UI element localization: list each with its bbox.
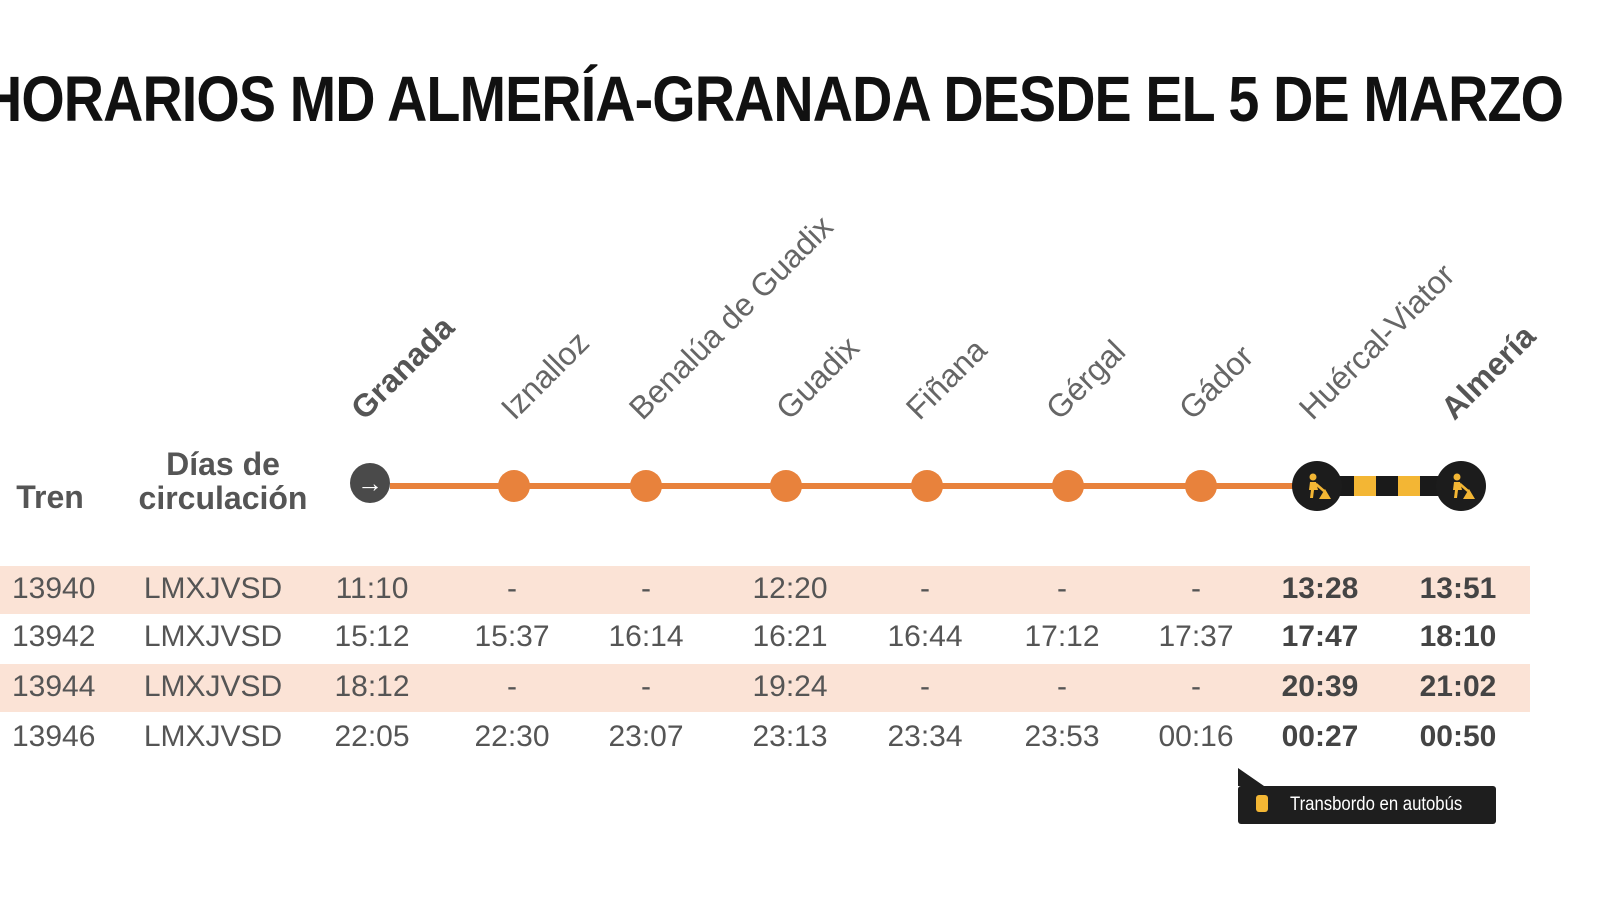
time-cell: - — [507, 670, 517, 703]
time-cell: 22:30 — [474, 720, 550, 753]
roadworks-icon — [1292, 461, 1342, 511]
time-cell: 15:12 — [334, 620, 410, 653]
time-cell: - — [1191, 572, 1201, 605]
time-cell: - — [920, 572, 930, 605]
station-dot-benalua — [630, 470, 662, 502]
time-cell: - — [1191, 670, 1201, 703]
row-highlight — [0, 566, 1530, 614]
station-dot-iznalloz — [498, 470, 530, 502]
time-cell: - — [641, 572, 651, 605]
station-dot-gador — [1185, 470, 1217, 502]
time-cell: - — [1057, 572, 1067, 605]
time-cell: 23:07 — [608, 720, 684, 753]
station-dot-guadix — [770, 470, 802, 502]
time-cell: 22:05 — [334, 720, 410, 753]
time-cell: 16:44 — [887, 620, 963, 653]
time-cell: 00:27 — [1281, 720, 1359, 753]
time-cell: 12:20 — [752, 572, 828, 605]
time-cell: 11:10 — [335, 572, 409, 605]
time-cell: 13:28 — [1281, 572, 1359, 605]
time-cell: 20:39 — [1281, 670, 1359, 703]
header-days: Días de circulación — [128, 447, 318, 515]
station-label-gergal: Gérgal — [1038, 332, 1133, 427]
time-cell: - — [920, 670, 930, 703]
time-cell: 00:50 — [1419, 720, 1497, 753]
bus-transfer-segment — [1310, 476, 1455, 496]
row-highlight — [0, 664, 1530, 712]
train-number: 13940 — [12, 572, 96, 605]
bus-transfer-legend: Transbordo en autobús — [1238, 768, 1496, 824]
time-cell: - — [507, 572, 517, 605]
circulation-days: LMXJVSD — [143, 572, 283, 605]
time-cell: 23:53 — [1024, 720, 1100, 753]
time-cell: 21:02 — [1419, 670, 1497, 703]
time-cell: - — [641, 670, 651, 703]
station-label-finana: Fiñana — [898, 331, 994, 427]
station-label-almeria: Almería — [1433, 317, 1543, 427]
time-cell: 00:16 — [1158, 720, 1234, 753]
arrow-right-icon: → — [350, 463, 390, 503]
circulation-days: LMXJVSD — [143, 670, 283, 703]
train-number: 13946 — [12, 720, 96, 753]
station-dot-gergal — [1052, 470, 1084, 502]
bus-icon — [1256, 795, 1268, 812]
train-number: 13942 — [12, 620, 96, 653]
page-title: HORARIOS MD ALMERÍA-GRANADA DESDE EL 5 D… — [0, 63, 1564, 135]
time-cell: 17:37 — [1158, 620, 1234, 653]
station-label-iznalloz: Iznalloz — [493, 324, 597, 427]
time-cell: 18:10 — [1419, 620, 1497, 653]
header-days-line1: Días de — [166, 446, 280, 482]
train-number: 13944 — [12, 670, 96, 703]
circulation-days: LMXJVSD — [143, 720, 283, 753]
route-line — [390, 483, 1310, 489]
time-cell: 23:13 — [752, 720, 828, 753]
time-cell: 18:12 — [334, 670, 410, 703]
time-cell: 19:24 — [752, 670, 828, 703]
circulation-days: LMXJVSD — [143, 620, 283, 653]
bus-transfer-label: Transbordo en autobús — [1290, 794, 1463, 815]
time-cell: 17:12 — [1024, 620, 1100, 653]
roadworks-icon — [1436, 461, 1486, 511]
time-cell: 16:14 — [608, 620, 684, 653]
time-cell: 15:37 — [474, 620, 550, 653]
station-dot-finana — [911, 470, 943, 502]
time-cell: 13:51 — [1419, 572, 1497, 605]
station-label-gador: Gádor — [1171, 337, 1261, 427]
header-train: Tren — [16, 479, 84, 515]
station-label-guadix: Guadix — [768, 329, 866, 427]
station-label-granada: Granada — [343, 309, 462, 427]
time-cell: 16:21 — [752, 620, 828, 653]
time-cell: 17:47 — [1281, 620, 1359, 653]
legend-pointer — [1238, 768, 1264, 786]
header-days-line2: circulación — [138, 480, 308, 516]
time-cell: 23:34 — [887, 720, 963, 753]
time-cell: - — [1057, 670, 1067, 703]
